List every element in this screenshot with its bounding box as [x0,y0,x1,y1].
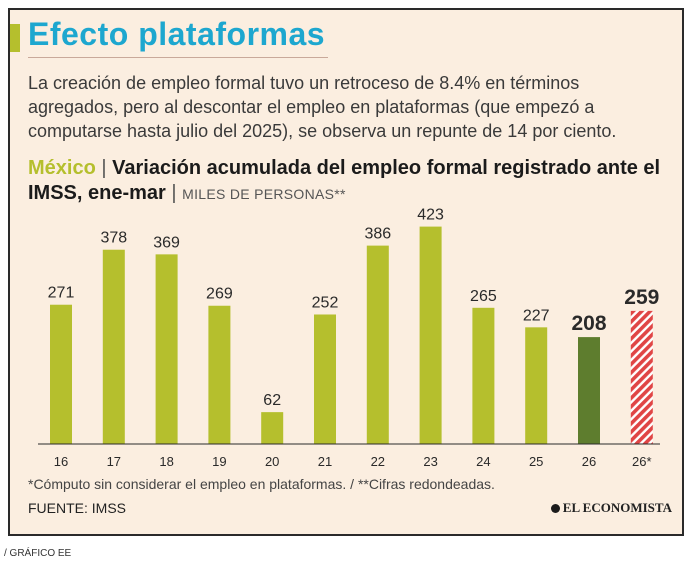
page-title: Efecto plataformas [28,16,326,52]
tick-label-23: 23 [423,454,437,469]
value-label-20: 62 [263,392,281,409]
graphic-credit: / GRÁFICO EE [4,548,72,559]
brand-name: EL ECONOMISTA [562,500,672,515]
bar-23 [419,226,442,444]
value-label-23: 423 [417,207,444,224]
title-underline [28,57,328,58]
brand-logo: EL ECONOMISTA [550,500,672,516]
tick-label-18: 18 [159,454,173,469]
bar-17 [102,249,125,444]
value-label-26*: 259 [624,286,659,309]
value-label-25: 227 [523,307,550,324]
intro-text: La creación de empleo formal tuvo un ret… [28,73,617,141]
bar-25 [525,327,548,444]
heading-country: México [28,157,96,179]
bar-19 [208,305,231,444]
tick-label-19: 19 [212,454,226,469]
tick-label-17: 17 [107,454,121,469]
tick-label-24: 24 [476,454,490,469]
bar-18 [155,254,178,444]
value-label-16: 271 [48,285,75,302]
value-label-26: 208 [571,312,606,335]
value-label-18: 369 [153,234,180,251]
value-label-21: 252 [312,294,339,311]
footnote: *Cómputo sin considerar el empleo en pla… [28,476,495,492]
source-text: FUENTE: IMSS [28,500,127,516]
bar-24 [472,307,495,444]
title-accent-bar [10,24,20,52]
bar-20 [261,412,284,444]
heading-units: MILES DE PERSONAS** [182,186,346,202]
bar-21 [314,314,336,444]
tick-label-20: 20 [265,454,279,469]
tick-label-26*: 26* [632,454,652,469]
tick-label-21: 21 [318,454,332,469]
heading-separator: | [101,157,107,179]
bar-16 [50,304,72,444]
value-label-19: 269 [206,286,233,303]
chart-heading: México | Variación acumulada del empleo … [28,156,668,207]
tick-label-16: 16 [54,454,68,469]
brand-icon [550,503,560,513]
bar-26* [630,310,653,444]
bar-22 [366,245,389,444]
tick-label-22: 22 [371,454,385,469]
bar-26 [578,337,600,444]
heading-text: Variación acumulada del empleo formal re… [28,157,661,204]
value-label-17: 378 [100,230,127,247]
value-label-24: 265 [470,288,497,305]
value-label-22: 386 [364,226,391,243]
heading-separator-2: | [171,182,177,204]
tick-label-25: 25 [529,454,543,469]
tick-label-26: 26 [582,454,596,469]
